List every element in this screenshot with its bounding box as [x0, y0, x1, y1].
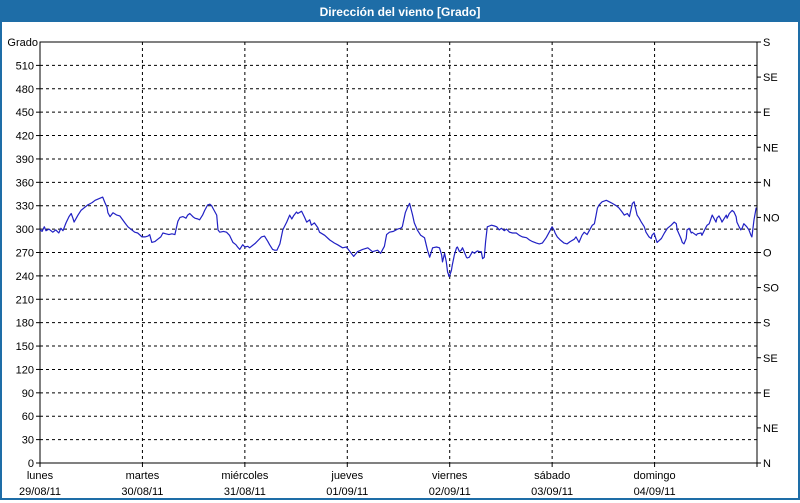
y-tick-label: 360 [16, 177, 34, 189]
y-tick-label: 210 [16, 294, 34, 306]
y-tick-label: 90 [22, 388, 34, 400]
x-day-label: miércoles [221, 470, 269, 482]
x-day-label: viernes [432, 470, 468, 482]
x-day-label: sábado [534, 470, 570, 482]
x-day-label: domingo [633, 470, 675, 482]
y-tick-label: 450 [16, 107, 34, 119]
x-date-label: 30/08/11 [121, 486, 163, 498]
y-tick-label: 330 [16, 201, 34, 213]
compass-label: SO [763, 283, 779, 295]
compass-label: NE [763, 142, 778, 154]
y-tick-label: 0 [28, 458, 34, 470]
y-tick-label: 60 [22, 411, 34, 423]
y-tick-label: 300 [16, 224, 34, 236]
x-date-label: 29/08/11 [19, 486, 61, 498]
y-tick-label: 480 [16, 84, 34, 96]
y-tick-label: 150 [16, 341, 34, 353]
wind-direction-line [39, 196, 757, 278]
axes [36, 41, 761, 467]
compass-label: N [763, 177, 771, 189]
x-day-label: jueves [330, 470, 363, 482]
compass-label: SE [763, 353, 778, 365]
plot-border [39, 41, 758, 464]
wind-direction-chart: 0 30 60 90 120 150 180 210 240 270 300 330 360 390 420… [7, 37, 780, 498]
compass-label: S [763, 37, 770, 49]
y-axis-title: Grado [7, 37, 38, 49]
window-title: Dirección del viento [Grado] [319, 5, 481, 19]
y-axis-labels: 0 30 60 90 120 150 180 210 240 270 300 330 360 390 420… [7, 37, 38, 470]
compass-label: S [763, 318, 770, 330]
compass-label: NE [763, 423, 778, 435]
y-tick-label: 390 [16, 154, 34, 166]
x-date-label: 03/09/11 [531, 486, 573, 498]
y-tick-label: 240 [16, 271, 34, 283]
y-tick-label: 180 [16, 318, 34, 330]
window-title-bar: Dirección del viento [Grado] [2, 2, 798, 22]
y-tick-label: 30 [22, 435, 34, 447]
x-axis-labels: lunes 29/08/11 martes 30/08/11 miércoles 31/0… [19, 470, 676, 498]
compass-label: SE [763, 72, 778, 84]
right-axis-compass-labels: N NE E SE S SO O NO N NE E SE S [763, 37, 780, 470]
compass-label: E [763, 107, 770, 119]
compass-label: E [763, 388, 770, 400]
x-date-label: 02/09/11 [429, 486, 471, 498]
x-date-label: 01/09/11 [326, 486, 368, 498]
y-tick-label: 420 [16, 131, 34, 143]
x-date-label: 31/08/11 [224, 486, 266, 498]
compass-label: N [763, 458, 771, 470]
compass-label: NO [763, 212, 780, 224]
x-day-label: lunes [27, 470, 54, 482]
y-tick-label: 270 [16, 248, 34, 260]
x-date-label: 04/09/11 [634, 486, 676, 498]
x-day-label: martes [126, 470, 160, 482]
chart-area: 0 30 60 90 120 150 180 210 240 270 300 330 360 390 420… [2, 22, 798, 498]
gridlines [40, 42, 757, 463]
y-tick-label: 510 [16, 60, 34, 72]
y-tick-label: 120 [16, 364, 34, 376]
compass-label: O [763, 248, 772, 260]
